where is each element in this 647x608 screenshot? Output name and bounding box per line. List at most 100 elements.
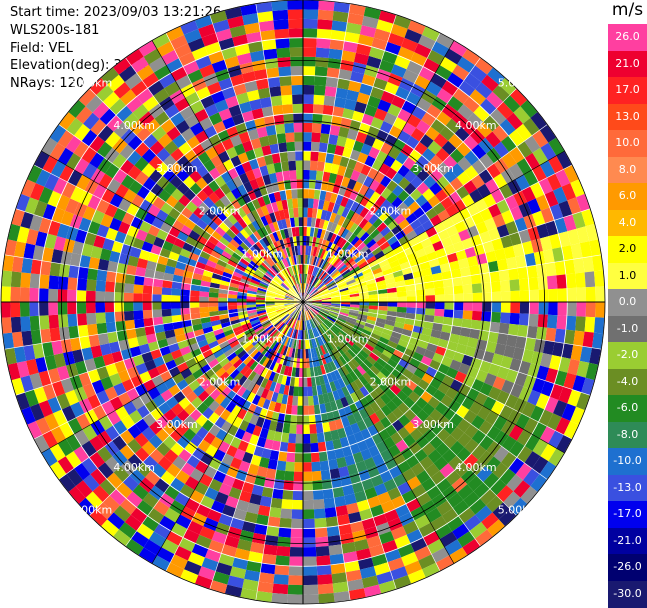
- velocity-gate: [421, 372, 434, 385]
- velocity-gate: [107, 512, 125, 530]
- range-label: 5.00km: [498, 76, 540, 89]
- velocity-gate: [58, 474, 76, 493]
- velocity-gate: [339, 266, 349, 275]
- velocity-gate: [10, 286, 21, 302]
- velocity-gate: [348, 3, 366, 16]
- velocity-gate: [164, 329, 176, 339]
- velocity-gate: [240, 278, 251, 285]
- velocity-gate: [76, 278, 88, 291]
- velocity-gate: [211, 215, 223, 227]
- velocity-gate: [331, 244, 339, 255]
- velocity-gate: [549, 355, 562, 371]
- velocity-gate: [347, 360, 357, 371]
- velocity-gate: [243, 225, 254, 236]
- velocity-gate: [172, 219, 185, 232]
- velocity-gate: [341, 50, 356, 62]
- velocity-gate: [440, 356, 453, 368]
- velocity-gate: [331, 349, 339, 360]
- velocity-gate: [221, 453, 234, 466]
- velocity-gate: [239, 62, 254, 75]
- velocity-gate: [340, 342, 350, 352]
- velocity-gate: [231, 210, 242, 222]
- velocity-gate: [521, 349, 534, 364]
- velocity-gate: [125, 48, 144, 66]
- velocity-gate: [306, 236, 310, 246]
- velocity-gate: [491, 237, 504, 251]
- velocity-gate: [359, 508, 373, 521]
- velocity-gate: [237, 305, 247, 309]
- velocity-gate: [357, 439, 369, 452]
- velocity-gate: [165, 562, 184, 578]
- velocity-gate: [349, 189, 359, 202]
- velocity-gate: [328, 286, 339, 292]
- velocity-gate: [251, 337, 261, 347]
- velocity-gate: [462, 374, 476, 388]
- velocity-gate: [340, 396, 350, 408]
- velocity-gate: [287, 290, 296, 297]
- velocity-gate: [251, 383, 261, 395]
- velocity-gate: [370, 86, 385, 100]
- velocity-gate: [332, 272, 342, 280]
- velocity-gate: [358, 375, 369, 386]
- velocity-gate: [267, 244, 275, 255]
- velocity-gate: [185, 91, 201, 106]
- velocity-gate: [220, 420, 233, 433]
- velocity-gate: [464, 150, 479, 166]
- velocity-gate: [253, 339, 263, 349]
- velocity-gate: [209, 287, 220, 294]
- velocity-gate: [401, 37, 419, 52]
- velocity-gate: [219, 313, 230, 320]
- velocity-gate: [390, 159, 403, 173]
- velocity-gate: [418, 554, 436, 570]
- velocity-gate: [396, 306, 407, 313]
- velocity-gate: [164, 81, 181, 97]
- velocity-gate: [343, 425, 354, 437]
- velocity-gate: [467, 255, 479, 267]
- velocity-gate: [548, 288, 558, 302]
- velocity-gate: [304, 273, 306, 284]
- velocity-gate: [194, 108, 209, 123]
- velocity-gate: [440, 236, 453, 248]
- velocity-gate: [266, 67, 280, 79]
- velocity-gate: [279, 260, 286, 270]
- velocity-gate: [277, 344, 284, 354]
- velocity-gate: [297, 396, 303, 406]
- velocity-gate: [78, 190, 93, 206]
- velocity-gate: [352, 343, 362, 353]
- velocity-gate: [170, 442, 185, 456]
- velocity-gate: [552, 341, 564, 357]
- velocity-gate: [450, 163, 465, 178]
- velocity-gate: [310, 307, 318, 315]
- velocity-gate: [424, 314, 435, 323]
- velocity-gate: [141, 163, 156, 178]
- velocity-gate: [73, 123, 91, 142]
- colorbar-bin: [608, 262, 647, 290]
- colorbar-bin: [608, 580, 647, 608]
- azimuth-spoke: [41, 301, 304, 454]
- velocity-gate: [190, 348, 203, 358]
- velocity-gate: [211, 363, 223, 374]
- velocity-gate: [494, 248, 507, 261]
- velocity-gate: [246, 391, 256, 403]
- velocity-gate: [196, 235, 208, 246]
- velocity-gate: [239, 257, 250, 266]
- velocity-gate: [348, 511, 362, 524]
- velocity-gate: [421, 219, 434, 232]
- velocity-gate: [349, 370, 359, 382]
- velocity-gate: [164, 265, 176, 275]
- velocity-gate: [232, 34, 249, 47]
- velocity-gate: [407, 569, 426, 584]
- velocity-gate: [288, 160, 297, 171]
- velocity-gate: [303, 349, 306, 359]
- velocity-gate: [433, 279, 444, 289]
- velocity-gate: [21, 406, 36, 425]
- velocity-gate: [453, 302, 464, 311]
- velocity-gate: [298, 377, 303, 387]
- velocity-gate: [105, 227, 118, 241]
- velocity-gate: [408, 201, 421, 213]
- velocity-gate: [301, 311, 303, 321]
- velocity-gate: [287, 317, 294, 327]
- velocity-gate: [170, 349, 183, 360]
- range-label: 4.00km: [113, 119, 155, 132]
- velocity-gate: [486, 91, 504, 109]
